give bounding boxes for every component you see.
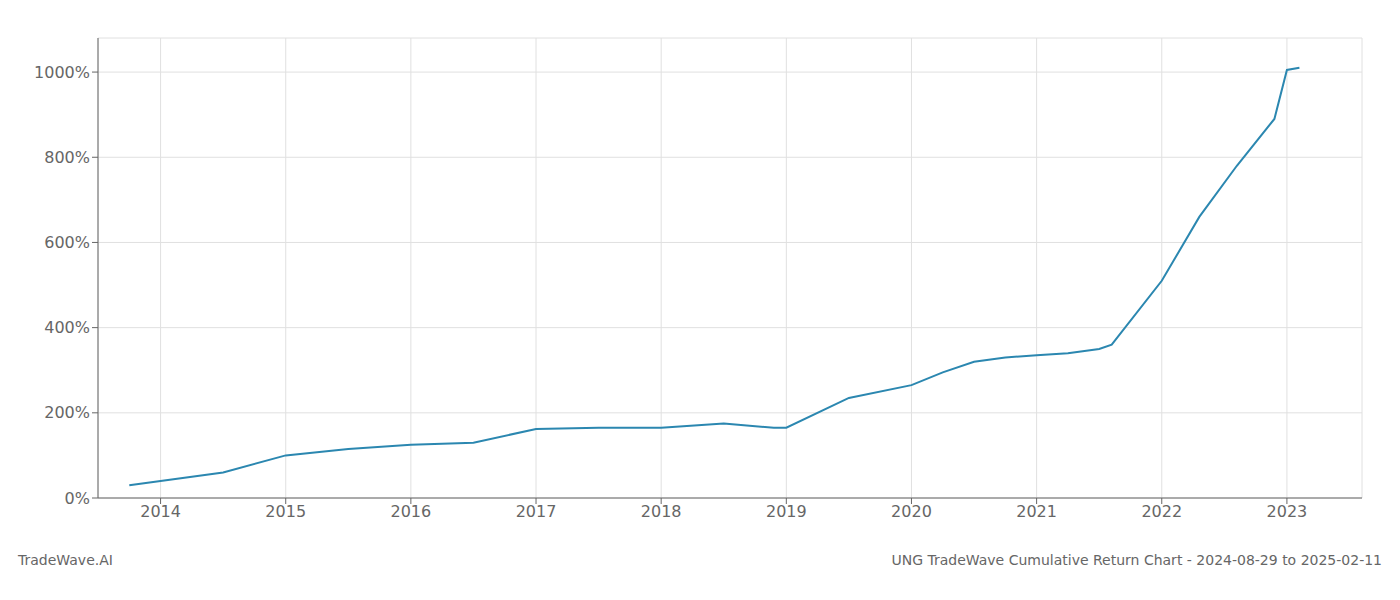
svg-text:2015: 2015	[265, 502, 306, 521]
html-text:TradeWave.AI: TradeWave.AI	[18, 552, 113, 568]
svg-text:2022: 2022	[1141, 502, 1182, 521]
svg-text:2023: 2023	[1267, 502, 1308, 521]
svg-text:2019: 2019	[766, 502, 807, 521]
svg-text:400%: 400%	[44, 318, 90, 337]
svg-text:2017: 2017	[516, 502, 557, 521]
svg-text:1000%: 1000%	[34, 63, 90, 82]
svg-text:0%: 0%	[65, 489, 90, 508]
svg-text:2014: 2014	[140, 502, 181, 521]
svg-text:600%: 600%	[44, 233, 90, 252]
svg-text:2020: 2020	[891, 502, 932, 521]
svg-text:2018: 2018	[641, 502, 682, 521]
svg-text:200%: 200%	[44, 403, 90, 422]
svg-text:2016: 2016	[391, 502, 432, 521]
html-text:UNG TradeWave Cumulative Retur: UNG TradeWave Cumulative Return Chart - …	[891, 552, 1382, 568]
svg-text:800%: 800%	[44, 148, 90, 167]
svg-text:2021: 2021	[1016, 502, 1057, 521]
